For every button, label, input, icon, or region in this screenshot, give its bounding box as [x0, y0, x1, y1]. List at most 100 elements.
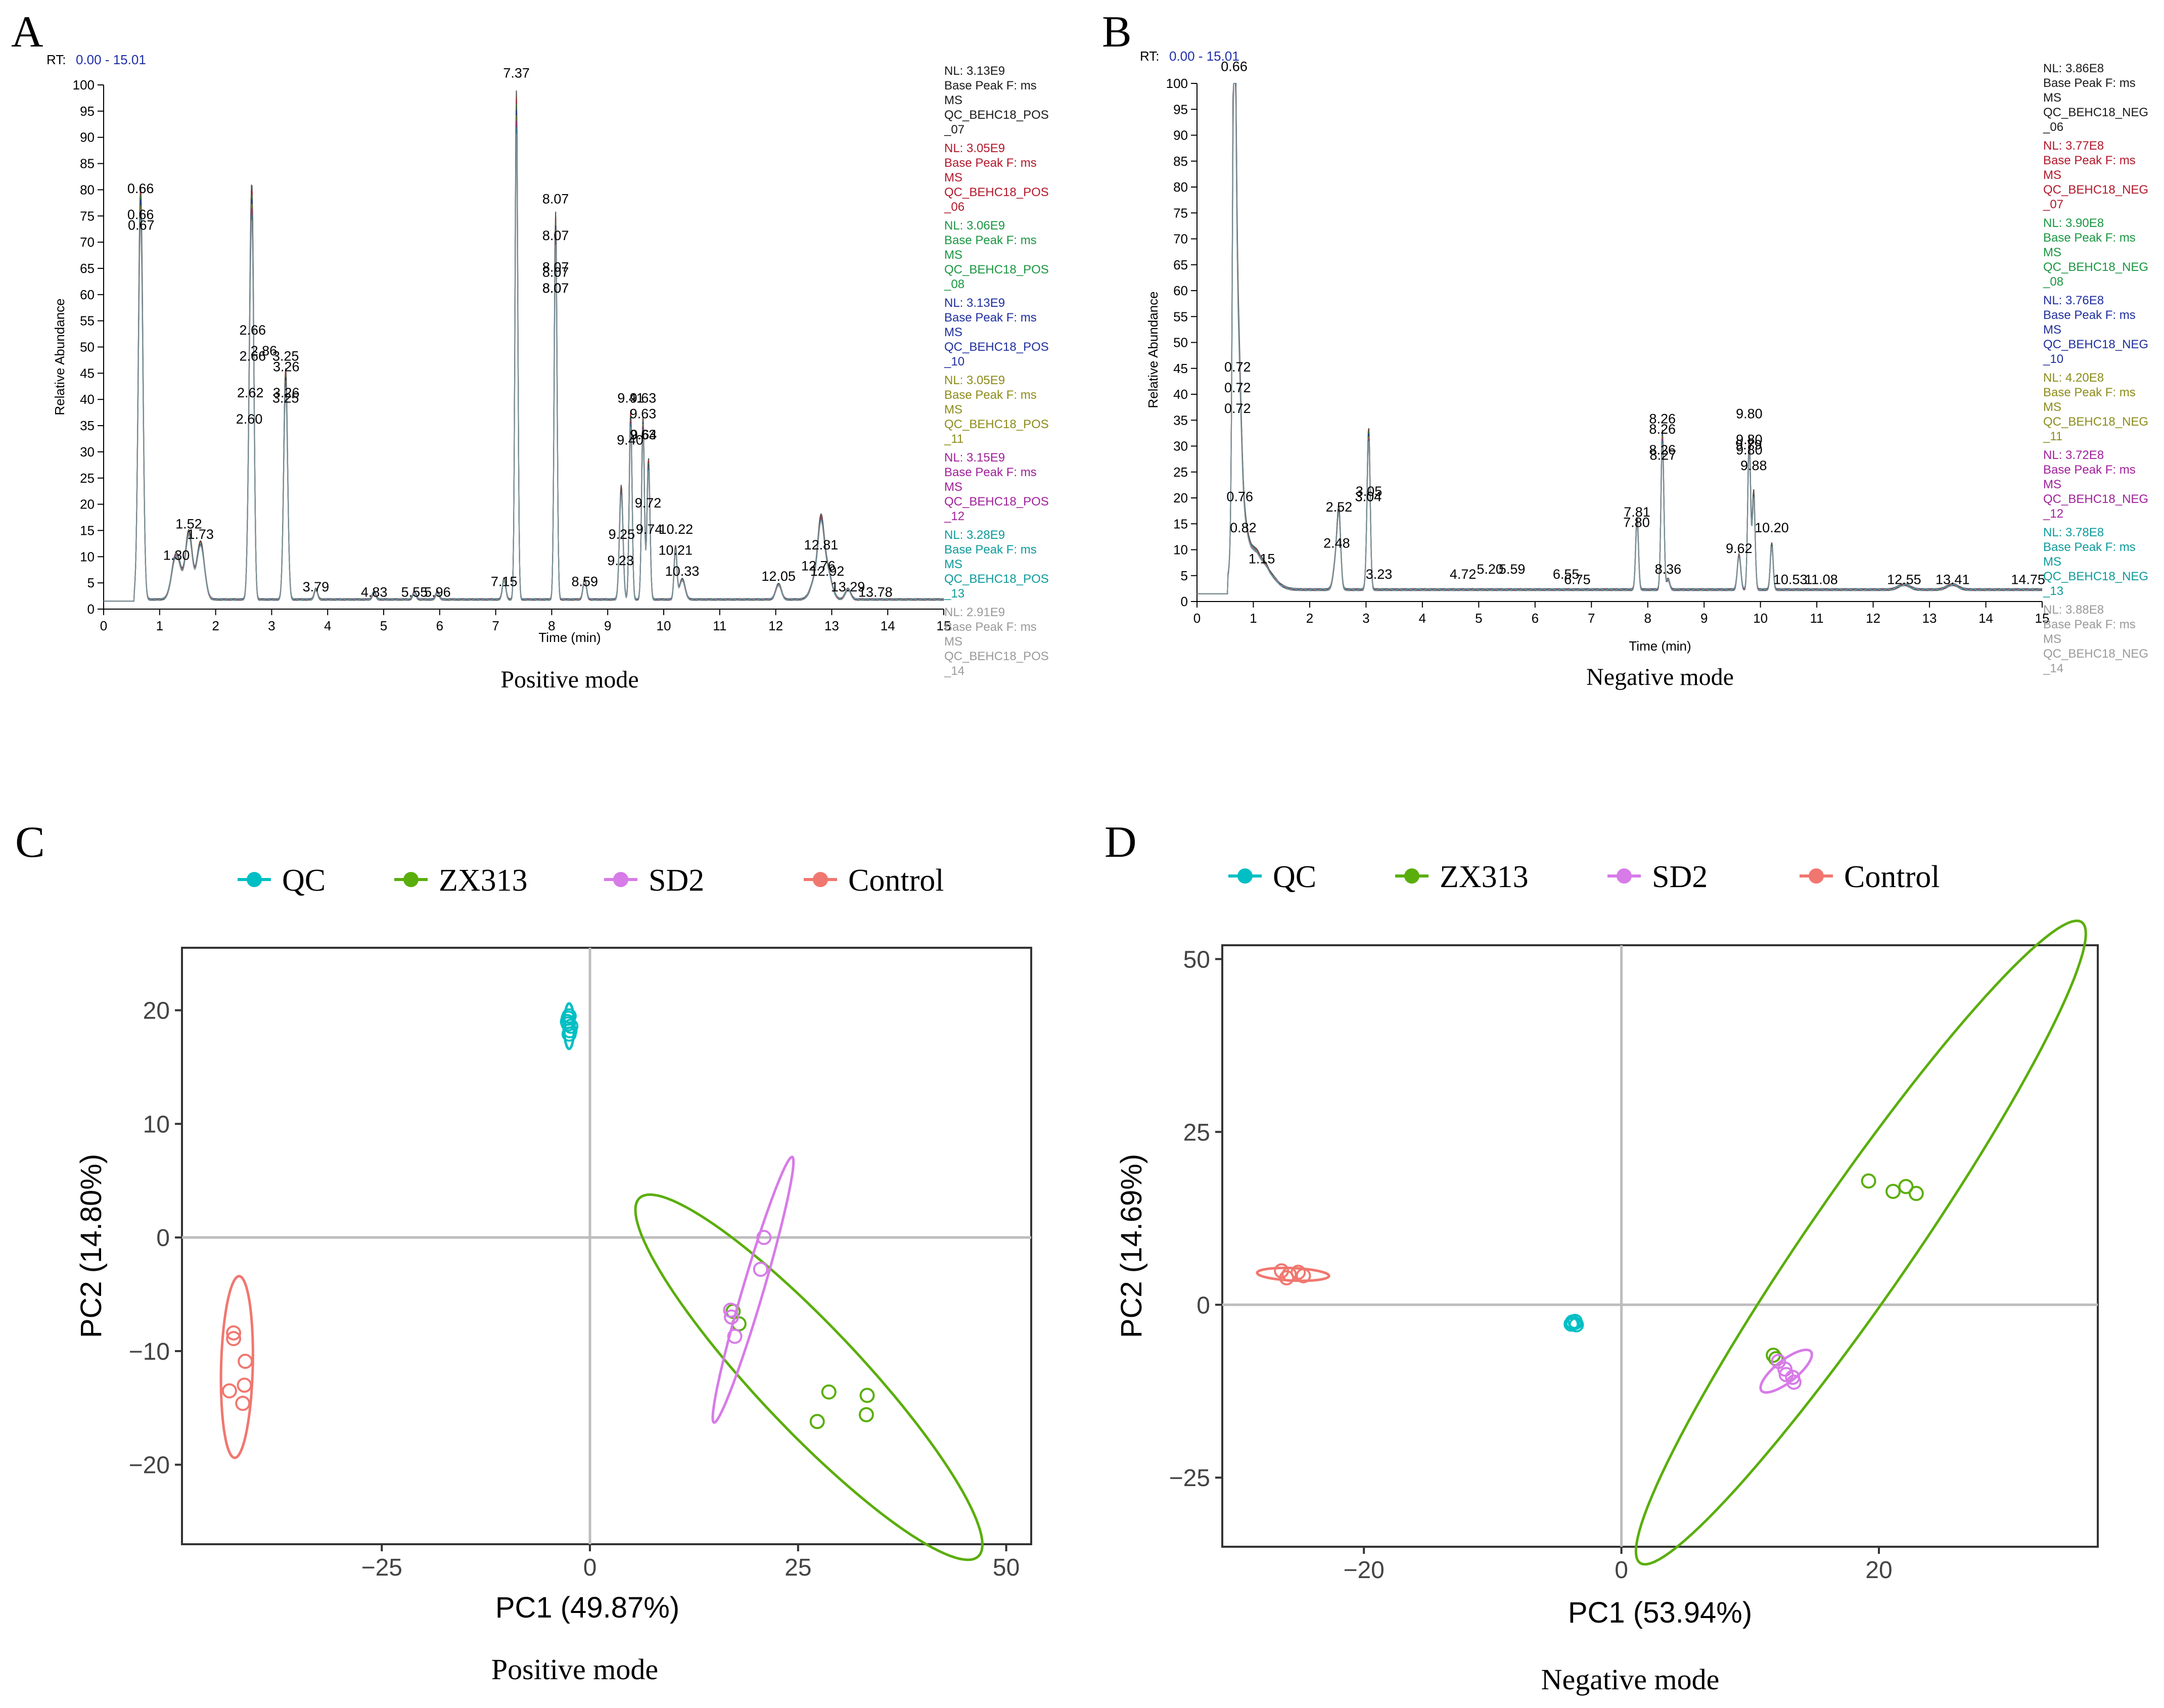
data-point-control: [235, 1396, 251, 1411]
peak-label: 5.20: [1477, 562, 1503, 577]
trace-legend-text: _08: [944, 278, 964, 291]
panel-letter-b: B: [1102, 8, 1132, 57]
trace-legend-text: QC_BEHC18_NEG: [2043, 647, 2148, 661]
trace-legend-text: _10: [944, 355, 964, 368]
peak-label: 4.83: [361, 584, 388, 599]
x-tick-label: −25: [361, 1554, 402, 1581]
peak-label: 13.78: [858, 584, 893, 599]
peak-label: 9.80: [1736, 442, 1763, 457]
peak-label: 2.48: [1323, 536, 1350, 551]
peak-label: 3.79: [303, 579, 330, 594]
peak-label: 8.07: [542, 259, 569, 274]
y-tick-label: 30: [80, 444, 95, 459]
x-tick-label: 2: [1306, 611, 1313, 626]
data-point-zx313: [1898, 1179, 1914, 1194]
trace-legend-text: NL: 4.20E8: [2043, 371, 2104, 385]
data-point-sd2: [724, 1309, 740, 1325]
x-tick-label: 10: [1753, 611, 1768, 626]
peak-label: 8.07: [542, 265, 569, 280]
trace-legend-text: QC_BEHC18_POS: [944, 186, 1049, 199]
x-tick-label: 5: [1475, 611, 1482, 626]
peak-label: 12.81: [804, 537, 839, 552]
y-tick-label: 60: [80, 287, 95, 302]
peak-label: 12.05: [761, 569, 796, 584]
legend-key-dot: [1617, 868, 1632, 884]
x-tick-label: 7: [1588, 611, 1595, 626]
y-tick-label: 20: [80, 497, 95, 512]
peak-label: 5.59: [1499, 562, 1526, 577]
peak-label: 9.41: [617, 391, 644, 406]
x-tick-label: 25: [785, 1554, 811, 1581]
x-tick-label: 14: [1978, 611, 1993, 626]
trace-legend-text: _14: [944, 664, 964, 678]
confidence-ellipse-control: [1256, 1266, 1330, 1282]
trace-legend-text: QC_BEHC18_NEG: [2043, 183, 2148, 197]
confidence-ellipse-control: [219, 1275, 254, 1459]
peak-label: 8.27: [1650, 447, 1677, 463]
x-tick-label: 11: [1810, 611, 1824, 626]
peak-label: 3.04: [1355, 489, 1382, 504]
trace-legend-text: Base Peak F: ms: [2043, 154, 2136, 167]
y-axis-title: PC2 (14.80%): [75, 1154, 108, 1338]
y-axis-title: Relative Abundance: [52, 298, 67, 415]
trace-legend-text: MS: [944, 326, 962, 339]
peak-label: 6.55: [1553, 567, 1580, 582]
legend-key-dot: [247, 872, 262, 887]
trace-legend-text: QC_BEHC18_NEG: [2043, 338, 2148, 351]
trace-legend-text: Base Peak F: ms: [944, 543, 1037, 557]
trace-legend-text: NL: 3.90E8: [2043, 216, 2104, 230]
x-tick-label: 9: [604, 618, 611, 633]
peak-label: 12.92: [810, 564, 845, 579]
peak-label: 8.26: [1649, 442, 1676, 457]
pca-negative: QC ZX313 SD2 Control −20 0 20 −25 0 25 50 PC1 (53…: [1115, 860, 2099, 1696]
x-axis-title: Time (min): [1629, 638, 1691, 654]
data-point-sd2: [756, 1230, 772, 1245]
trace-legend-text: NL: 3.76E8: [2043, 294, 2104, 307]
data-point-sd2: [727, 1328, 743, 1344]
panel-letter-d: D: [1104, 818, 1137, 867]
peak-label: 2.60: [236, 411, 263, 427]
y-tick-label: 40: [1173, 387, 1188, 402]
y-tick-label: 50: [1183, 946, 1210, 973]
legend-key-dot: [813, 872, 828, 887]
data-point-sd2: [1777, 1361, 1793, 1377]
y-tick-label: 70: [1173, 232, 1188, 247]
data-point-control: [226, 1325, 242, 1341]
trace-legend-text: Base Peak F: ms: [2043, 308, 2136, 322]
trace-legend-text: NL: 3.15E9: [944, 451, 1005, 465]
legend-label-control: Control: [1844, 860, 1940, 894]
y-tick-label: 0: [1196, 1292, 1210, 1319]
y-tick-label: 25: [1173, 465, 1188, 480]
x-tick-label: 1: [156, 618, 163, 633]
peak-label: 1.30: [163, 548, 190, 563]
peak-label: 9.25: [609, 527, 635, 542]
peak-label: 9.80: [1736, 432, 1763, 447]
peak-label: 3.26: [273, 385, 300, 400]
legend-key-dot: [403, 872, 419, 887]
y-tick-label: 45: [1173, 361, 1188, 376]
y-tick-label: 55: [1173, 309, 1188, 324]
data-point-control: [226, 1331, 242, 1347]
data-point-qc: [561, 1026, 577, 1042]
trace-legend-text: NL: 3.28E9: [944, 528, 1005, 542]
y-tick-label: 95: [80, 104, 95, 119]
legend-label-zx313: ZX313: [1440, 860, 1529, 894]
x-tick-label: 1: [1250, 611, 1257, 626]
y-tick-label: −20: [129, 1452, 170, 1479]
peak-label: 5.96: [424, 584, 451, 599]
peak-label: 11.08: [1805, 572, 1838, 587]
x-axis-title: PC1 (53.94%): [1568, 1596, 1752, 1629]
trace-legend-text: _14: [2043, 662, 2063, 675]
peak-label: 9.79: [1735, 437, 1762, 452]
peak-label: 0.66: [1221, 59, 1248, 74]
x-tick-label: 5: [380, 618, 387, 633]
peak-label: 7.81: [1624, 504, 1650, 520]
x-tick-label: 13: [1922, 611, 1937, 626]
y-tick-label: 35: [1173, 412, 1188, 428]
confidence-ellipse-sd2: [711, 1156, 795, 1424]
x-tick-label: 15: [2035, 611, 2050, 626]
trace-line: [104, 133, 944, 602]
y-tick-label: 20: [143, 998, 170, 1025]
y-tick-label: 50: [80, 340, 95, 355]
y-tick-label: 70: [80, 235, 95, 250]
